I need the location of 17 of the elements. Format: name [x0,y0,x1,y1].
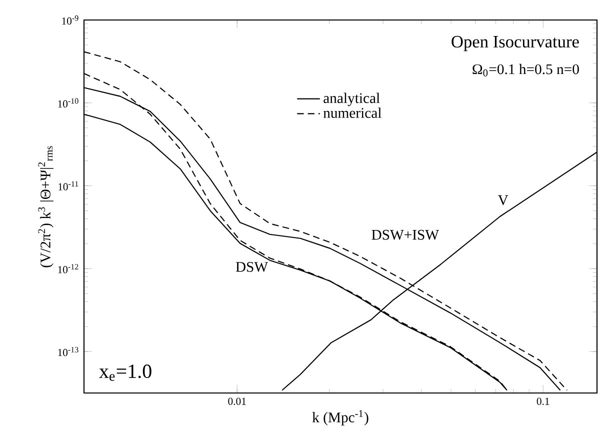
x-tick-label: 0.1 [536,398,550,405]
legend-label: numerical [323,108,382,118]
annotation: x$_{e}$=1.0 [99,364,152,381]
y-tick-label: 10$^{-9}$ [62,15,78,25]
annotation: DSW [236,262,268,272]
x-axis-title: k (Mpc$^{-1}$) [312,410,368,426]
y-tick-label: 10$^{-11}$ [58,181,78,190]
y-tick-label: 10$^{-10}$ [58,98,78,108]
y-tick-label: 10$^{-13}$ [58,346,78,356]
annotation: V [498,195,508,206]
text: Ω$_{0}$=0.1 h=0.5 n=0 [472,64,579,76]
y-tick-label: 10$^{-12}$ [58,264,78,274]
text: Open Isocurvature [452,36,579,52]
annotation: DSW+ISW [372,230,439,240]
x-tick-label: 0.01 [228,398,246,405]
y-axis-title: (V/2π$^{2}$) k$^{3}$ |Θ+Ψ|$^{2}$rms [38,146,54,268]
legend-label: analytical [324,92,380,106]
